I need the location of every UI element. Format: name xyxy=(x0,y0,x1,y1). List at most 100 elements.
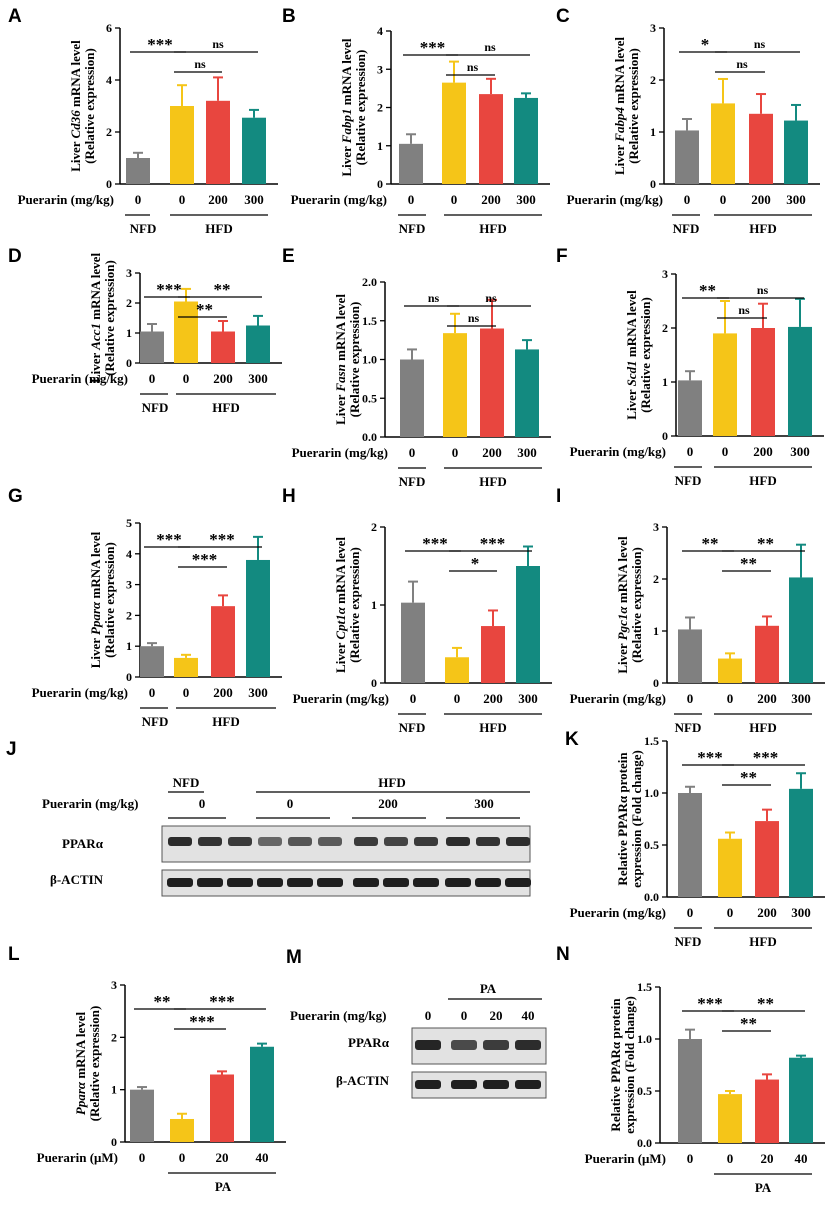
chart-h-ylabel-line2: (Relative expression) xyxy=(347,547,362,663)
blot-m-ppar-band-0 xyxy=(415,1040,441,1050)
chart-h-bar-1 xyxy=(445,657,469,683)
chart-h-group-label-0: NFD xyxy=(399,720,426,735)
chart-b-ylabel-suffix: mRNA level xyxy=(339,38,354,108)
chart-c-sig-label-1: ns xyxy=(754,37,766,51)
chart-e-ylabel-line2: (Relative expression) xyxy=(347,302,362,418)
chart-k-ytick-label-1: 0.5 xyxy=(644,838,659,852)
chart-n-xcat-2: 20 xyxy=(761,1151,774,1166)
chart-c-ylabel-line2: (Relative expression) xyxy=(626,48,641,164)
panel-label-m: M xyxy=(286,947,302,968)
chart-b-ytick-label-2: 2 xyxy=(377,101,383,115)
chart-k-bar-0 xyxy=(678,793,702,897)
blot-j-actin-band-8 xyxy=(413,878,439,887)
chart-k-xtitle: Puerarin (mg/kg) xyxy=(570,905,666,920)
blot-j-ppar-band-8 xyxy=(414,837,438,846)
chart-a-ylabel-line1: Liver Cd36 mRNA level xyxy=(68,40,83,172)
blot-m-pa-label: PA xyxy=(480,981,497,996)
chart-a-ylabel-gene: Cd36 xyxy=(68,110,83,139)
chart-k-ytick-label-3: 1.5 xyxy=(644,734,659,748)
chart-i-ylabel-gene: Pgc1α xyxy=(615,606,630,641)
chart-f-ylabel-line2: (Relative expression) xyxy=(638,297,653,413)
chart-f-bar-3 xyxy=(788,326,812,436)
chart-g-sig-label-2: *** xyxy=(192,550,218,569)
blot-j: J NFD HFD Puerarin (mg/kg) 0 0 200 300 P… xyxy=(6,739,531,897)
chart-k-xcat-0: 0 xyxy=(687,905,694,920)
chart-i-ylabel-line1: Liver Pgc1α mRNA level xyxy=(615,536,630,674)
blot-m-bands xyxy=(415,1040,541,1089)
blot-j-actin-band-7 xyxy=(383,878,409,887)
chart-l-xtitle: Puerarin (μM) xyxy=(37,1150,118,1165)
chart-f-xtitle: Puerarin (mg/kg) xyxy=(570,444,666,459)
chart-l-xcat-1: 0 xyxy=(179,1150,186,1165)
chart-k-ylabel-prefix: Relative PPARα protein xyxy=(615,752,630,886)
chart-l-xcat-2: 20 xyxy=(216,1150,229,1165)
chart-d-ytick-label-1: 1 xyxy=(126,326,132,340)
chart-g-ytick-label-5: 5 xyxy=(126,516,132,530)
chart-d-bar-3 xyxy=(246,325,270,363)
chart-l-ylabel-line1: Pparα mRNA level xyxy=(73,1011,88,1115)
chart-k-xcat-2: 200 xyxy=(757,905,777,920)
chart-a-ytick-label-3: 6 xyxy=(106,21,112,35)
chart-k-ylabel-line1: Relative PPARα protein xyxy=(615,752,630,886)
chart-g-bar-3 xyxy=(246,559,270,677)
blot-j-actin-band-1 xyxy=(197,878,223,887)
chart-h-bar-0 xyxy=(401,602,425,683)
chart-c-ylabel-prefix: Liver xyxy=(612,142,627,175)
chart-g-ylabel-line2: (Relative expression) xyxy=(102,542,117,658)
chart-h-ylabel-line1: Liver Cpt1α mRNA level xyxy=(333,537,348,673)
chart-n-bar-3 xyxy=(789,1057,813,1143)
chart-k-xcat-1: 0 xyxy=(727,905,734,920)
chart-i-bar-0 xyxy=(678,629,702,683)
chart-f-sig-label-1: ns xyxy=(757,283,769,297)
chart-n-bar-0 xyxy=(678,1039,702,1143)
blot-j-dose-300: 300 xyxy=(474,796,494,811)
chart-f-group-label-0: NFD xyxy=(675,473,702,488)
chart-k-ylabel-line2: expression (Fold change) xyxy=(629,750,644,888)
blot-j-ppar-band-9 xyxy=(446,837,470,846)
chart-b-ytick-label-1: 1 xyxy=(377,139,383,153)
blot-m-actin-band-1 xyxy=(451,1080,477,1089)
chart-i-xcat-2: 200 xyxy=(757,691,777,706)
chart-a-sig-label-2: ns xyxy=(194,57,206,71)
blot-j-ppar-band-4 xyxy=(288,837,312,846)
chart-l-bar-2 xyxy=(210,1074,234,1142)
chart-d-xtitle: Puerarin (mg/kg) xyxy=(32,371,128,386)
chart-d-xcat-1: 0 xyxy=(183,371,190,386)
chart-a-ylabel-suffix: mRNA level xyxy=(68,40,83,110)
chart-k-panel-label: K xyxy=(565,729,579,750)
chart-b-ytick-label-3: 3 xyxy=(377,62,383,76)
chart-g-ytick-label-0: 0 xyxy=(126,670,132,684)
chart-d-bar-2 xyxy=(211,331,235,363)
chart-h-xcat-3: 300 xyxy=(518,691,538,706)
chart-g-ylabel-prefix: Liver xyxy=(88,635,103,668)
chart-i-sig-label-1: ** xyxy=(757,534,774,553)
chart-a-bar-2 xyxy=(206,100,230,184)
blot-j-row1-label: PPARα xyxy=(62,836,104,851)
chart-b-xcat-3: 300 xyxy=(516,192,536,207)
chart-g-ylabel-suffix: mRNA level xyxy=(88,531,103,601)
chart-e-ytick-label-1: 0.5 xyxy=(362,391,377,405)
chart-c-ytick-label-3: 3 xyxy=(650,21,656,35)
chart-e-ylabel-prefix: Liver xyxy=(333,392,348,425)
chart-d-xcat-3: 300 xyxy=(248,371,268,386)
chart-l-panel-label: L xyxy=(8,944,20,965)
chart-g-ytick-label-4: 4 xyxy=(126,547,132,561)
chart-g-bar-2 xyxy=(211,606,235,677)
blot-j-ppar-band-5 xyxy=(318,837,342,846)
chart-n-ytick-label-1: 0.5 xyxy=(637,1084,652,1098)
chart-n-group-label-1: PA xyxy=(755,1180,772,1195)
chart-c-xtitle: Puerarin (mg/kg) xyxy=(567,192,663,207)
chart-f-group-label-1: HFD xyxy=(749,473,776,488)
chart-e-group-label-0: NFD xyxy=(399,474,426,489)
chart-a-bar-3 xyxy=(242,117,266,184)
blot-j-hfd-label: HFD xyxy=(378,775,405,790)
chart-b-xcat-2: 200 xyxy=(481,192,501,207)
chart-a-xcat-2: 200 xyxy=(208,192,228,207)
chart-a-ylabel-line2: (Relative expression) xyxy=(82,48,97,164)
chart-e-sig-label-1: ns xyxy=(485,291,497,305)
chart-c-sig-label-2: ns xyxy=(736,57,748,71)
chart-h-ytick-label-0: 0 xyxy=(371,676,377,690)
blot-j-row2-label: β-ACTIN xyxy=(50,872,104,887)
chart-d-xcat-2: 200 xyxy=(213,371,233,386)
blot-j-actin-band-0 xyxy=(167,878,193,887)
